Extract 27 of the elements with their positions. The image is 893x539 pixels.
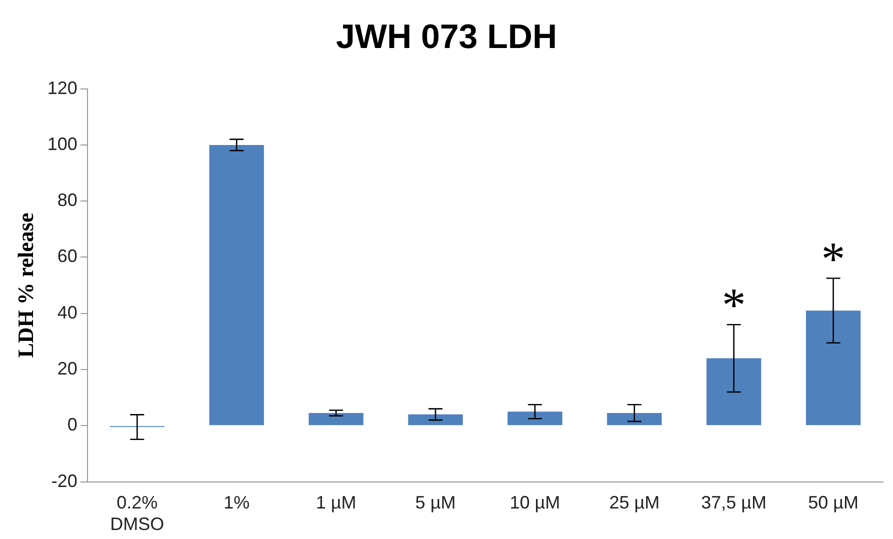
- annotation: *: [722, 279, 746, 332]
- y-tick-label: -20: [51, 470, 78, 491]
- x-tick-label: 0.2% DMSO: [110, 492, 164, 534]
- y-tick-label: 60: [57, 246, 78, 266]
- chart-title: JWH 073 LDH: [336, 18, 558, 56]
- annotation: *: [821, 232, 846, 286]
- y-tick-label: 0: [67, 414, 78, 435]
- x-tick-label: 37,5 µM: [701, 492, 767, 513]
- bar: [209, 144, 264, 426]
- bar: [508, 412, 562, 426]
- bar: [806, 310, 861, 426]
- y-tick-label: 100: [47, 134, 78, 154]
- bar: [308, 413, 364, 426]
- y-tick-label: 120: [47, 78, 78, 98]
- y-axis-title: LDH % release: [12, 212, 38, 358]
- bar: [706, 358, 762, 426]
- y-tick-label: 20: [57, 358, 78, 378]
- x-tick-label: 10 µM: [510, 492, 560, 513]
- x-tick-label: 1 µM: [316, 492, 356, 513]
- x-tick-label: 5 µM: [415, 492, 456, 513]
- bar: [607, 413, 662, 426]
- bar: [408, 414, 463, 426]
- x-tick-label: 25 µM: [609, 492, 660, 513]
- y-tick-label: 80: [57, 190, 78, 210]
- x-tick-label: 50 µM: [808, 492, 858, 513]
- y-tick-label: 40: [57, 302, 78, 322]
- x-tick-label: 1%: [224, 492, 250, 513]
